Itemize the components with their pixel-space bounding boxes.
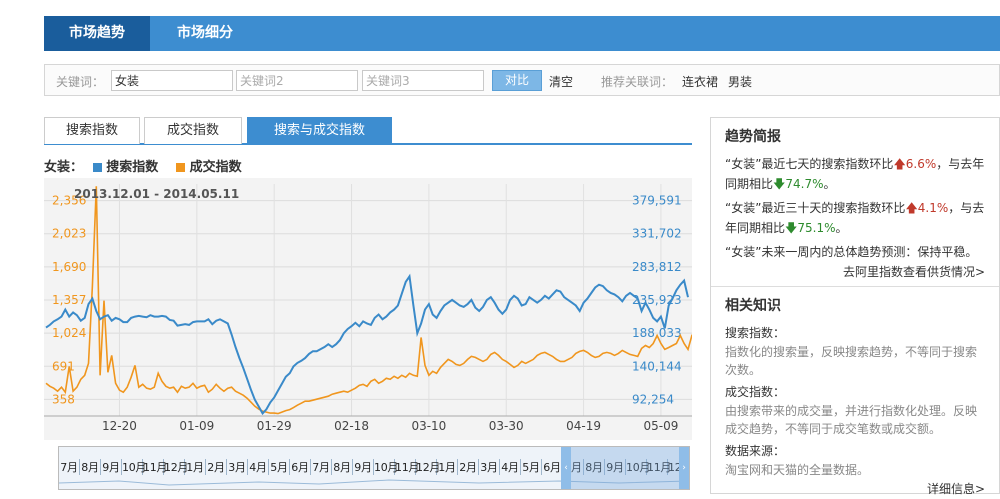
left-axis-tick: 1,357 bbox=[52, 293, 86, 307]
left-axis-tick: 1,690 bbox=[52, 260, 86, 274]
tab-trade-index[interactable]: 成交指数 bbox=[144, 117, 242, 144]
range-month-labels: 7月 8月 9月 10月11月12月1月 2月 3月 4月 5月 6月 7月 8月 9月 10月11月1… bbox=[59, 459, 690, 475]
x-axis-tick: 03-30 bbox=[489, 419, 524, 433]
range-month-label: 12月 bbox=[164, 459, 189, 475]
range-month-label: 4月 bbox=[248, 459, 269, 475]
range-month-label: 8月 bbox=[332, 459, 353, 475]
tab-market-trend[interactable]: 市场趋势 bbox=[44, 16, 150, 51]
trend-30day-text: “女装”最近三十天的搜索指数环比🡅4.1%，与去年同期相比🡇75.1%。 bbox=[725, 201, 985, 235]
legend-title: 女装： bbox=[44, 160, 84, 175]
side-panel: 趋势简报 “女装”最近七天的搜索指数环比🡅6.6%，与去年同期相比🡇74.7%。… bbox=[710, 117, 1000, 496]
range-month-label: 3月 bbox=[479, 459, 500, 475]
legend-trade-label[interactable]: 成交指数 bbox=[189, 160, 242, 175]
keyword-bar: 关键词： 对比 清空 推荐关联词： 连衣裙 男装 bbox=[44, 64, 1000, 96]
range-month-label: 11月 bbox=[395, 459, 420, 475]
keyword2-input[interactable] bbox=[236, 70, 358, 91]
more-info-link[interactable]: 详细信息> bbox=[926, 482, 985, 496]
range-month-label: 7月 bbox=[311, 459, 332, 475]
left-axis-tick: 2,356 bbox=[52, 194, 86, 208]
range-month-label: 12月 bbox=[416, 459, 441, 475]
left-axis-tick: 2,023 bbox=[52, 227, 86, 241]
keyword-label: 关键词： bbox=[56, 75, 105, 89]
panel-divider bbox=[711, 286, 999, 287]
tab-market-segment[interactable]: 市场细分 bbox=[177, 25, 233, 41]
range-month-label: 8月 bbox=[80, 459, 101, 475]
trend-chart[interactable]: 12-20 01-09 01-29 02-18 03-10 03-30 04-19 05-09… bbox=[44, 178, 692, 440]
range-mini-chart bbox=[59, 479, 689, 486]
trend-forecast-text: “女装”未来一周内的总体趋势预测：保持平稳。 bbox=[725, 245, 978, 259]
range-month-label: 11月 bbox=[647, 459, 672, 475]
search-index-term: 搜索指数： bbox=[725, 326, 786, 340]
range-month-label: 2月 bbox=[206, 459, 227, 475]
left-axis-tick: 691 bbox=[52, 359, 75, 373]
x-axis-tick: 01-29 bbox=[257, 419, 292, 433]
range-month-label: 6月 bbox=[542, 459, 563, 475]
x-axis-tick: 03-10 bbox=[411, 419, 446, 433]
range-month-label: 10月 bbox=[122, 459, 147, 475]
trade-index-desc: 由搜索带来的成交量，并进行指数化处理。反映成交趋势，不等同于成交笔数或成交额。 bbox=[725, 404, 978, 436]
related-knowledge-title: 相关知识 bbox=[725, 298, 781, 314]
related-keyword-dress[interactable]: 连衣裙 bbox=[682, 75, 719, 89]
x-axis-tick: 01-09 bbox=[179, 419, 214, 433]
search-index-desc: 指数化的搜索量，反映搜索趋势，不等同于搜索次数。 bbox=[725, 345, 978, 377]
range-month-label: 4月 bbox=[500, 459, 521, 475]
trend-summary-title: 趋势简报 bbox=[725, 129, 781, 145]
left-axis-tick: 358 bbox=[52, 392, 75, 406]
range-month-label: 5月 bbox=[269, 459, 290, 475]
range-month-label: 8月 bbox=[584, 459, 605, 475]
range-month-label: 1月 bbox=[689, 459, 690, 475]
data-source-term: 数据来源： bbox=[725, 444, 786, 458]
supply-link[interactable]: 去阿里指数查看供货情况> bbox=[842, 265, 985, 279]
x-axis-tick: 04-19 bbox=[566, 419, 601, 433]
range-month-label: 5月 bbox=[521, 459, 542, 475]
trade-index-line bbox=[45, 186, 692, 415]
range-month-label: 10月 bbox=[626, 459, 651, 475]
legend-search-swatch bbox=[93, 163, 103, 172]
index-tabs: 搜索指数 成交指数 搜索与成交指数 bbox=[44, 117, 692, 145]
trade-index-term: 成交指数： bbox=[725, 385, 786, 399]
range-month-label: 9月 bbox=[101, 459, 122, 475]
x-axis-tick: 02-18 bbox=[334, 419, 369, 433]
trend-7day-text: “女装”最近七天的搜索指数环比🡅6.6%，与去年同期相比🡇74.7%。 bbox=[725, 157, 985, 191]
legend-search-label[interactable]: 搜索指数 bbox=[106, 160, 159, 175]
right-axis-tick: 283,812 bbox=[632, 260, 682, 274]
range-navigator[interactable]: 7月 8月 9月 10月11月12月1月 2月 3月 4月 5月 6月 7月 8月 9月 10月11月1… bbox=[58, 446, 690, 490]
search-index-line bbox=[45, 273, 689, 416]
keyword1-input[interactable] bbox=[111, 70, 233, 91]
tab-search-index[interactable]: 搜索指数 bbox=[44, 117, 140, 144]
data-source-desc: 淘宝网和天猫的全量数据。 bbox=[725, 463, 870, 477]
chart-legend: 女装： 搜索指数 成交指数 bbox=[44, 156, 242, 175]
left-axis-tick: 1,024 bbox=[52, 326, 86, 340]
range-selection[interactable]: ‹ › bbox=[561, 447, 689, 489]
range-month-label: 1月 bbox=[185, 459, 206, 475]
right-axis-tick: 331,702 bbox=[632, 227, 682, 241]
right-axis-tick: 140,144 bbox=[632, 359, 682, 373]
range-month-label: 3月 bbox=[227, 459, 248, 475]
range-month-label: 6月 bbox=[290, 459, 311, 475]
range-month-label: 2月 bbox=[458, 459, 479, 475]
range-right-handle[interactable]: › bbox=[679, 447, 689, 489]
right-axis-tick: 188,033 bbox=[632, 326, 682, 340]
legend-trade-swatch bbox=[176, 163, 186, 172]
right-axis-tick: 379,591 bbox=[632, 194, 682, 208]
clear-button[interactable]: 清空 bbox=[549, 75, 574, 89]
range-month-label: 11月 bbox=[143, 459, 168, 475]
x-axis-tick: 05-09 bbox=[643, 419, 678, 433]
right-axis-tick: 92,254 bbox=[632, 392, 674, 406]
x-axis-tick: 12-20 bbox=[102, 419, 137, 433]
compare-button[interactable]: 对比 bbox=[492, 70, 542, 91]
range-month-label: 10月 bbox=[374, 459, 399, 475]
related-keyword-menswear[interactable]: 男装 bbox=[728, 75, 753, 89]
range-left-handle[interactable]: ‹ bbox=[561, 447, 571, 489]
tab-search-and-trade[interactable]: 搜索与成交指数 bbox=[247, 117, 392, 144]
range-month-label: 1月 bbox=[437, 459, 458, 475]
chart-background bbox=[44, 178, 692, 440]
top-nav: 市场趋势 市场细分 bbox=[44, 16, 1000, 51]
range-month-label: 7月 bbox=[59, 459, 80, 475]
related-label: 推荐关联词： bbox=[601, 75, 674, 89]
range-month-label: 9月 bbox=[605, 459, 626, 475]
date-range-label: 2013.12.01 - 2014.05.11 bbox=[74, 187, 239, 201]
keyword3-input[interactable] bbox=[362, 70, 484, 91]
range-month-label: 9月 bbox=[353, 459, 374, 475]
